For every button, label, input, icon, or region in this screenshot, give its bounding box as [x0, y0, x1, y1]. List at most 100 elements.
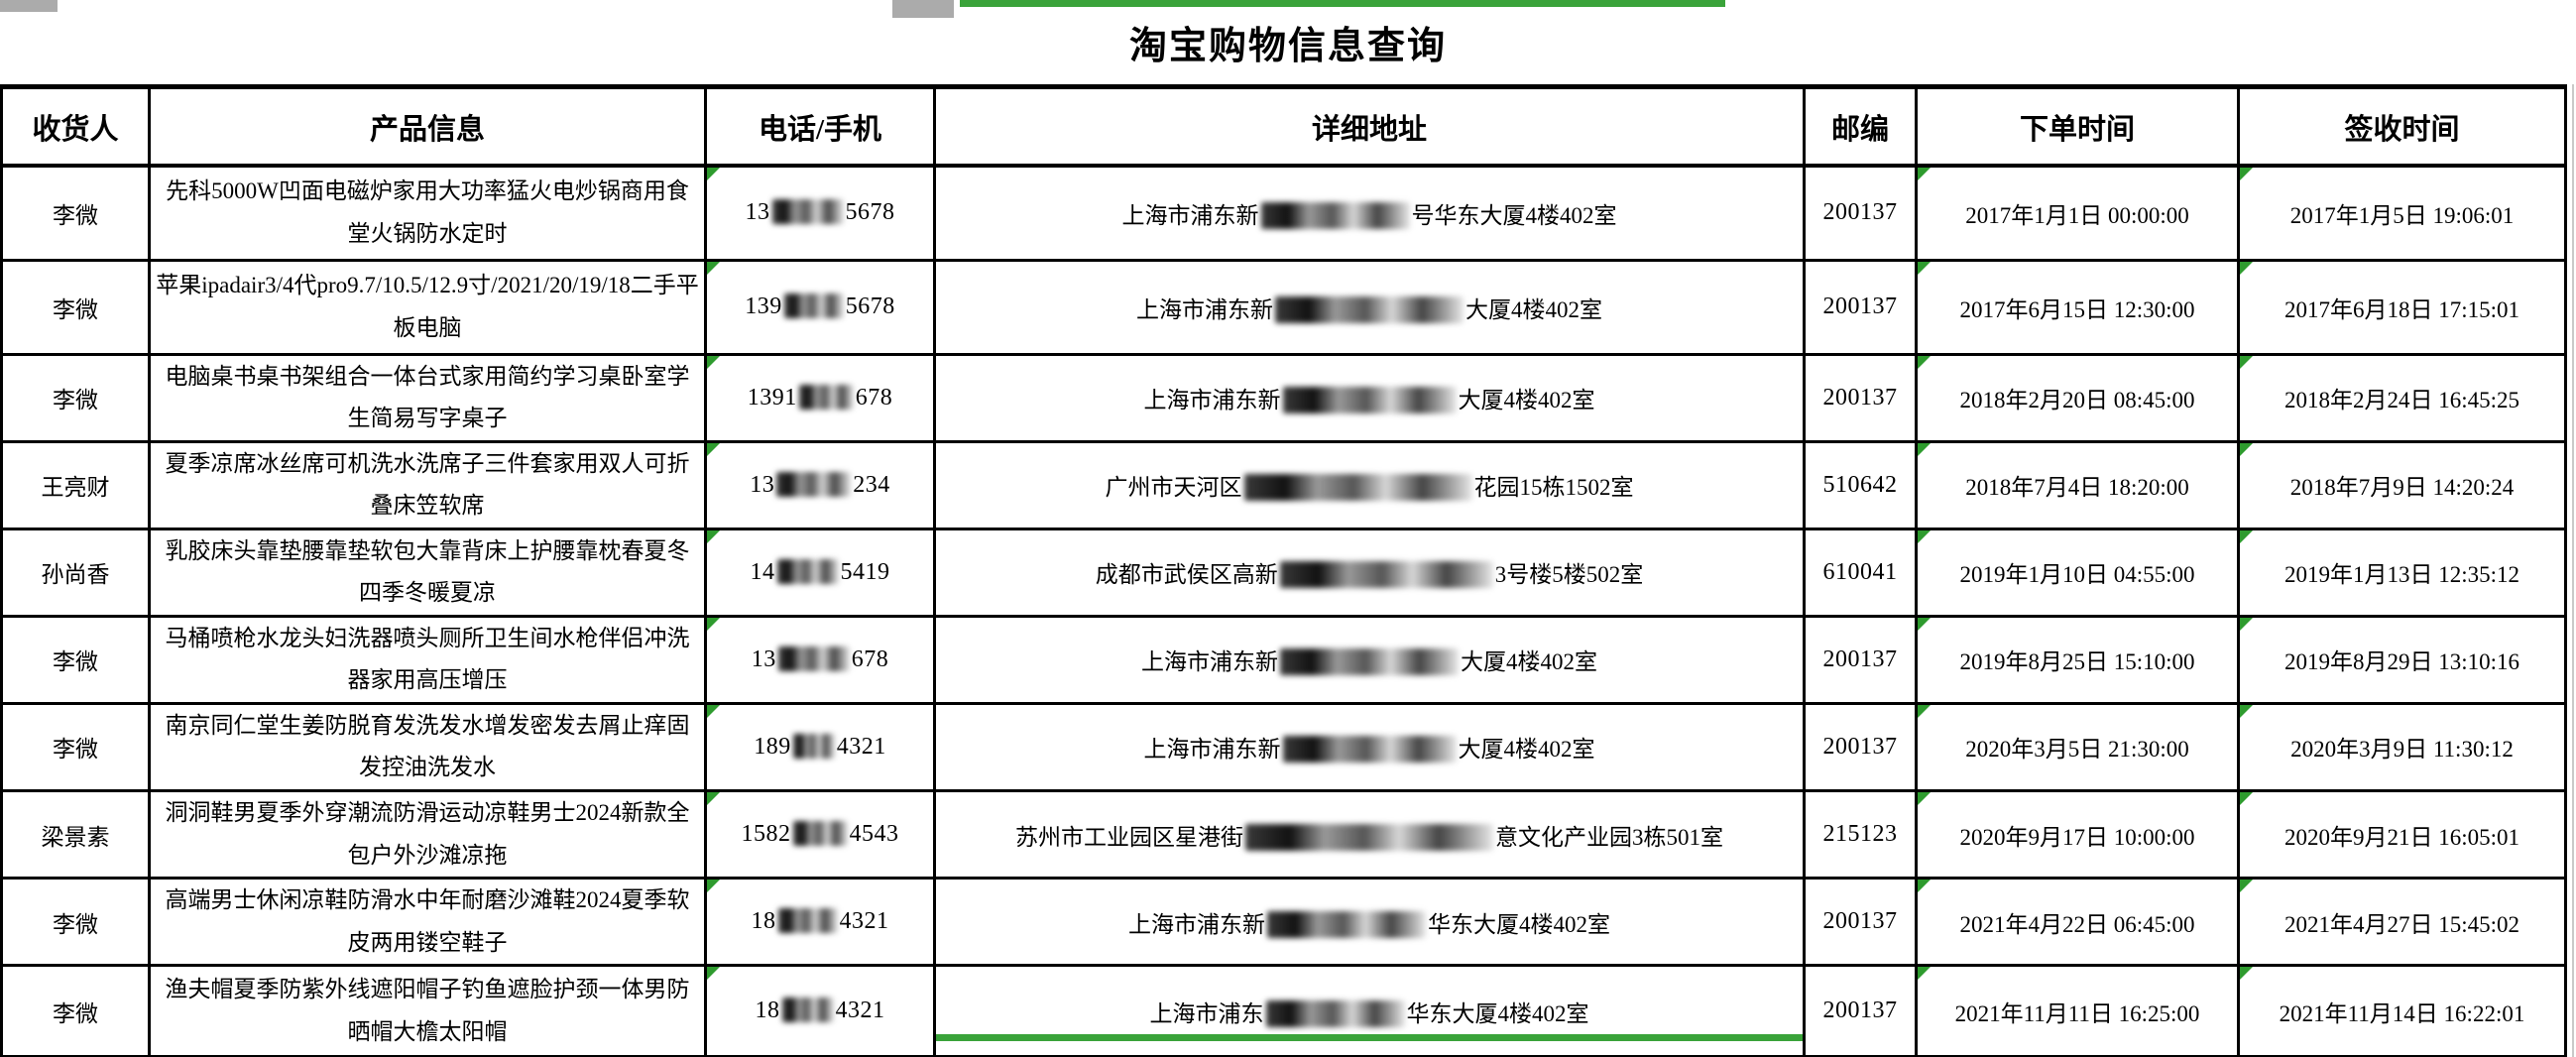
recipient-text: 李微 — [53, 388, 98, 413]
cell-order-time[interactable]: 2017年1月1日 00:00:00 — [1915, 164, 2240, 262]
header-order-time[interactable]: 下单时间 — [1915, 84, 2240, 168]
cell-address[interactable]: 苏州市工业园区星港街 意文化产业园3栋501室 — [933, 788, 1806, 881]
cell-sign-time[interactable]: 2021年4月27日 15:45:02 — [2237, 877, 2567, 968]
phone-prefix: 14 — [750, 558, 775, 585]
cell-address[interactable]: 上海市浦东新 大厦4楼402室 — [933, 701, 1806, 792]
cell-product[interactable]: 南京同仁堂生姜防脱育发洗发水增发密发去屑止痒固发控油洗发水 — [148, 701, 707, 792]
cell-zip[interactable]: 510642 — [1803, 439, 1918, 530]
header-phone[interactable]: 电话/手机 — [704, 84, 936, 168]
header-address[interactable]: 详细地址 — [933, 84, 1806, 168]
redaction-blur — [1279, 561, 1493, 589]
cell-order-time[interactable]: 2019年1月10日 04:55:00 — [1915, 527, 2240, 618]
cell-product[interactable]: 高端男士休闲凉鞋防滑水中年耐磨沙滩鞋2024夏季软皮两用镂空鞋子 — [148, 877, 707, 968]
cell-sign-time[interactable]: 2018年2月24日 16:45:25 — [2237, 352, 2567, 443]
cell-product[interactable]: 先科5000W凹面电磁炉家用大功率猛火电炒锅商用食堂火锅防水定时 — [148, 164, 707, 262]
cell-phone[interactable]: 14 5419 — [704, 527, 936, 618]
cell-zip[interactable]: 200137 — [1803, 877, 1918, 968]
cell-zip[interactable]: 200137 — [1803, 258, 1918, 356]
cell-phone[interactable]: 18 4321 — [704, 964, 936, 1057]
cell-phone[interactable]: 18 4321 — [704, 877, 936, 968]
cell-product[interactable]: 渔夫帽夏季防紫外线遮阳帽子钓鱼遮脸护颈一体男防晒帽大檐太阳帽 — [148, 964, 707, 1057]
phone-suffix: 678 — [855, 384, 893, 411]
address-suffix: 号华东大厦4楼402室 — [1411, 202, 1617, 228]
cell-order-time[interactable]: 2020年9月17日 10:00:00 — [1915, 788, 2240, 881]
redaction-blur — [776, 558, 839, 584]
next-column-gridline — [2572, 84, 2574, 1057]
cell-product[interactable]: 乳胶床头靠垫腰靠垫软包大靠背床上护腰靠枕春夏冬四季冬暖夏凉 — [148, 527, 707, 618]
cell-phone[interactable]: 1582 4543 — [704, 788, 936, 881]
cell-zip[interactable]: 200137 — [1803, 614, 1918, 705]
cell-phone[interactable]: 139 5678 — [704, 258, 936, 356]
cell-sign-time[interactable]: 2017年6月18日 17:15:01 — [2237, 258, 2567, 356]
cell-address[interactable]: 上海市浦东新 号华东大厦4楼402室 — [933, 164, 1806, 262]
product-text: 先科5000W凹面电磁炉家用大功率猛火电炒锅商用食堂火锅防水定时 — [166, 178, 689, 246]
cell-recipient[interactable]: 王亮财 — [0, 439, 151, 530]
cell-recipient[interactable]: 李微 — [0, 164, 151, 262]
cell-order-time[interactable]: 2018年7月4日 18:20:00 — [1915, 439, 2240, 530]
cell-flag-triangle-icon — [1919, 444, 1931, 456]
header-sign-time[interactable]: 签收时间 — [2237, 84, 2567, 168]
cell-sign-time[interactable]: 2019年1月13日 12:35:12 — [2237, 527, 2567, 618]
cell-sign-time[interactable]: 2019年8月29日 13:10:16 — [2237, 614, 2567, 705]
header-recipient[interactable]: 收货人 — [0, 84, 151, 168]
sign-time-text: 2018年7月9日 14:20:24 — [2289, 475, 2515, 501]
cell-address[interactable]: 上海市浦东新 大厦4楼402室 — [933, 258, 1806, 356]
cell-address[interactable]: 广州市天河区 花园15栋1502室 — [933, 439, 1806, 530]
cell-phone[interactable]: 13 5678 — [704, 164, 936, 262]
cell-flag-triangle-icon — [2241, 357, 2253, 369]
cell-address[interactable]: 上海市浦东新 大厦4楼402室 — [933, 352, 1806, 443]
cell-zip[interactable]: 200137 — [1803, 701, 1918, 792]
cell-flag-triangle-icon — [708, 793, 720, 805]
cell-product[interactable]: 马桶喷枪水龙头妇洗器喷头厕所卫生间水枪伴侣冲洗器家用高压增压 — [148, 614, 707, 705]
product-text: 渔夫帽夏季防紫外线遮阳帽子钓鱼遮脸护颈一体男防晒帽大檐太阳帽 — [165, 977, 690, 1044]
address-suffix: 3号楼5楼502室 — [1494, 562, 1644, 588]
cell-sign-time[interactable]: 2020年9月21日 16:05:01 — [2237, 788, 2567, 881]
cell-zip[interactable]: 610041 — [1803, 527, 1918, 618]
cell-recipient[interactable]: 李微 — [0, 614, 151, 705]
cell-order-time[interactable]: 2020年3月5日 21:30:00 — [1915, 701, 2240, 792]
cell-product[interactable]: 电脑桌书桌书架组合一体台式家用简约学习桌卧室学生简易写字桌子 — [148, 352, 707, 443]
cell-zip[interactable]: 200137 — [1803, 352, 1918, 443]
cell-zip[interactable]: 200137 — [1803, 964, 1918, 1057]
product-text: 夏季凉席冰丝席可机洗水洗席子三件套家用双人可折叠床笠软席 — [165, 450, 690, 519]
order-time-text: 2018年7月4日 18:20:00 — [1965, 475, 2189, 501]
order-time-text: 2017年1月1日 00:00:00 — [1965, 202, 2189, 228]
cell-product[interactable]: 苹果ipadair3/4代pro9.7/10.5/12.9寸/2021/20/1… — [148, 258, 707, 356]
cell-sign-time[interactable]: 2017年1月5日 19:06:01 — [2237, 164, 2567, 262]
cell-sign-time[interactable]: 2018年7月9日 14:20:24 — [2237, 439, 2567, 530]
cell-order-time[interactable]: 2021年4月22日 06:45:00 — [1915, 877, 2240, 968]
cell-order-time[interactable]: 2018年2月20日 08:45:00 — [1915, 352, 2240, 443]
cell-recipient[interactable]: 李微 — [0, 352, 151, 443]
cell-recipient[interactable]: 李微 — [0, 701, 151, 792]
cell-recipient[interactable]: 李微 — [0, 877, 151, 968]
address-suffix: 花园15栋1502室 — [1473, 475, 1634, 501]
header-zip[interactable]: 邮编 — [1803, 84, 1918, 168]
cell-phone[interactable]: 1391 678 — [704, 352, 936, 443]
header-product[interactable]: 产品信息 — [148, 84, 707, 168]
cell-sign-time[interactable]: 2020年3月9日 11:30:12 — [2237, 701, 2567, 792]
zip-text: 200137 — [1822, 384, 1898, 411]
cell-order-time[interactable]: 2021年11月11日 16:25:00 — [1915, 964, 2240, 1057]
cell-order-time[interactable]: 2019年8月25日 15:10:00 — [1915, 614, 2240, 705]
address-suffix: 大厦4楼402室 — [1465, 296, 1602, 322]
cell-phone[interactable]: 13 234 — [704, 439, 936, 530]
cell-zip[interactable]: 200137 — [1803, 164, 1918, 262]
cell-zip[interactable]: 215123 — [1803, 788, 1918, 881]
cell-address[interactable]: 上海市浦东新 大厦4楼402室 — [933, 614, 1806, 705]
cell-address[interactable]: 上海市浦东 华东大厦4楼402室 — [933, 964, 1806, 1057]
cell-product[interactable]: 洞洞鞋男夏季外穿潮流防滑运动凉鞋男士2024新款全包户外沙滩凉拖 — [148, 788, 707, 881]
cell-recipient[interactable]: 孙尚香 — [0, 527, 151, 618]
sign-time-text: 2018年2月24日 16:45:25 — [2283, 388, 2520, 413]
cell-sign-time[interactable]: 2021年11月14日 16:22:01 — [2237, 964, 2567, 1057]
cell-phone[interactable]: 13 678 — [704, 614, 936, 705]
cell-address[interactable]: 上海市浦东新 华东大厦4楼402室 — [933, 877, 1806, 968]
cell-order-time[interactable]: 2017年6月15日 12:30:00 — [1915, 258, 2240, 356]
cell-address[interactable]: 成都市武侯区高新 3号楼5楼502室 — [933, 527, 1806, 618]
cell-recipient[interactable]: 李微 — [0, 258, 151, 356]
cell-flag-triangle-icon — [2241, 793, 2253, 805]
cell-recipient[interactable]: 梁景素 — [0, 788, 151, 881]
cell-recipient[interactable]: 李微 — [0, 964, 151, 1057]
cell-flag-triangle-icon — [2241, 968, 2253, 981]
cell-product[interactable]: 夏季凉席冰丝席可机洗水洗席子三件套家用双人可折叠床笠软席 — [148, 439, 707, 530]
cell-phone[interactable]: 189 4321 — [704, 701, 936, 792]
